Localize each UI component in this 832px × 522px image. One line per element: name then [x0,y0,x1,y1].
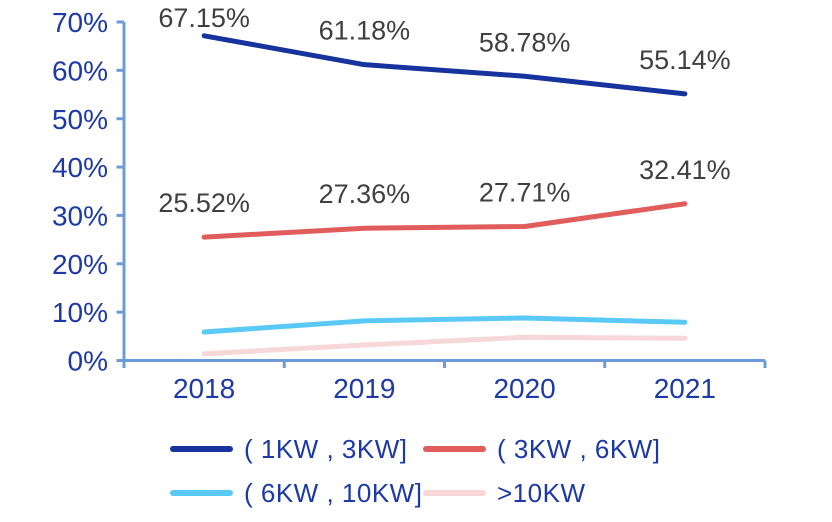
legend-label: ( 1KW , 3KW] [244,433,408,464]
x-axis-tick-label: 2021 [654,373,716,404]
data-label-1-2: 27.71% [479,178,571,208]
legend-line-swatch-navy [170,446,233,452]
y-axis-tick-label: 10% [52,297,108,328]
data-label-0-0: 67.15% [158,3,250,33]
x-axis-tick-label: 2020 [493,373,555,404]
data-label-0-1: 61.18% [319,16,411,46]
x-axis-tick-label: 2019 [333,373,395,404]
data-label-0-3: 55.14% [639,45,731,75]
legend-item-1kw-3kw: ( 1KW , 3KW] [170,433,408,464]
y-axis-tick-label: 30% [52,201,108,232]
legend-line-swatch-pink [423,490,486,496]
legend-label: >10KW [497,477,586,508]
legend-line-swatch-lightblue [170,490,233,496]
data-label-0-2: 58.78% [479,27,571,57]
data-label-1-0: 25.52% [158,188,250,218]
legend-label: ( 3KW , 6KW] [497,433,661,464]
legend-label: ( 6KW , 10KW] [244,477,423,508]
x-axis-tick-label: 2018 [173,373,235,404]
data-label-1-3: 32.41% [639,155,731,185]
y-axis-tick-label: 40% [52,152,108,183]
y-axis-tick-label: 0% [68,346,108,377]
data-label-1-1: 27.36% [319,179,411,209]
legend-line-swatch-red [423,446,486,452]
series-line-2 [201,315,688,335]
y-axis-tick-label: 50% [52,104,108,135]
series-line-1 [201,201,688,240]
legend-item-over-10kw: >10KW [423,477,586,508]
legend-item-6kw-10kw: ( 6KW , 10KW] [170,477,423,508]
legend-item-3kw-6kw: ( 3KW , 6KW] [423,433,661,464]
y-axis-tick-label: 60% [52,55,108,86]
series-line-0 [201,33,688,97]
series-line-3 [201,334,688,357]
y-axis-tick-label: 20% [52,249,108,280]
y-axis-tick-label: 70% [52,7,108,38]
